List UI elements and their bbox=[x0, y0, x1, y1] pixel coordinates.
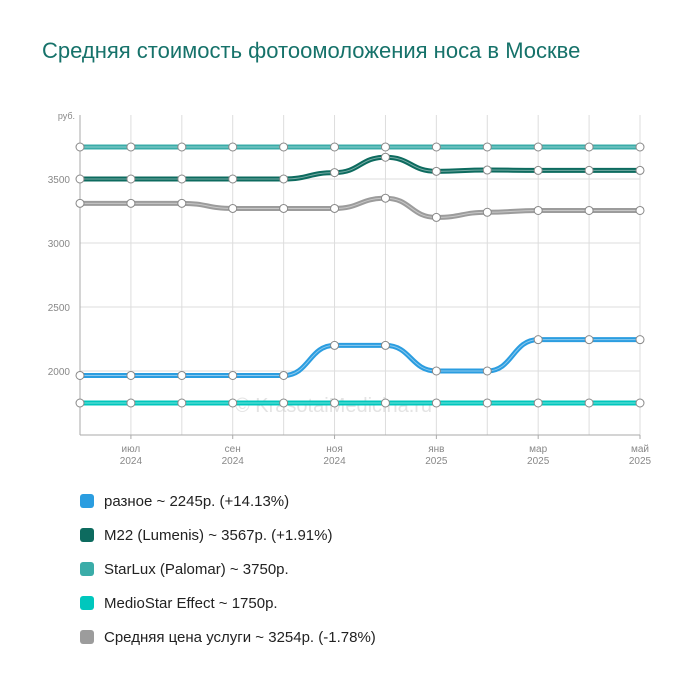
series-3-line-highlight bbox=[80, 339, 640, 376]
series-2-point bbox=[431, 212, 441, 222]
series-3-point bbox=[228, 370, 238, 380]
series-4-point bbox=[279, 398, 289, 408]
series-3-point bbox=[126, 370, 136, 380]
series-2-line bbox=[77, 195, 643, 220]
series-4-point bbox=[380, 398, 390, 408]
series-1-point bbox=[431, 166, 441, 176]
chart-title: Средняя стоимость фотоомоложения носа в … bbox=[42, 38, 581, 63]
y-tick-label: 2500 bbox=[48, 303, 71, 314]
series-1-point bbox=[533, 165, 543, 175]
series-0-point bbox=[635, 142, 645, 152]
x-tick-label-year: 2025 bbox=[629, 456, 652, 467]
series-3-point bbox=[330, 340, 340, 350]
legend-item-average[interactable]: Средняя цена услуги ~ 3254р. (-1.78%) bbox=[80, 620, 376, 654]
series-0-point bbox=[380, 142, 390, 152]
x-tick-label-month: июл bbox=[122, 444, 141, 455]
x-tick-label-month: май bbox=[631, 444, 649, 455]
series-0-point bbox=[126, 142, 136, 152]
series-3-point bbox=[75, 370, 85, 380]
series-1-point bbox=[584, 165, 594, 175]
series-3-point bbox=[431, 366, 441, 376]
y-tick-label: 2000 bbox=[48, 367, 71, 378]
series-4-point bbox=[635, 398, 645, 408]
series-4-point bbox=[482, 398, 492, 408]
legend-item-mediostar[interactable]: MedioStar Effect ~ 1750р. bbox=[80, 586, 376, 620]
series-2-point bbox=[635, 205, 645, 215]
series-0-point bbox=[584, 142, 594, 152]
x-tick-label-month: сен bbox=[225, 444, 241, 455]
series-4-point bbox=[228, 398, 238, 408]
legend-swatch bbox=[80, 494, 94, 508]
x-tick-label-year: 2025 bbox=[527, 456, 550, 467]
series-1-point bbox=[126, 174, 136, 184]
series-3-point bbox=[533, 335, 543, 345]
series-1-point bbox=[635, 165, 645, 175]
x-tick-label-year: 2024 bbox=[323, 456, 346, 467]
series-4-point bbox=[177, 398, 187, 408]
series-1-point bbox=[330, 168, 340, 178]
x-tick-label-month: янв bbox=[428, 444, 444, 455]
line-chart: 2000250030003500руб.июл2024сен2024ноя202… bbox=[48, 111, 652, 467]
series-1-line bbox=[77, 154, 643, 182]
legend: разное ~ 2245р. (+14.13%) M22 (Lumenis) … bbox=[80, 484, 376, 654]
series-4-point bbox=[584, 398, 594, 408]
series-3-point bbox=[482, 366, 492, 376]
legend-label: Средняя цена услуги ~ 3254р. (-1.78%) bbox=[104, 628, 376, 646]
series-1-point bbox=[75, 174, 85, 184]
y-tick-label: 3000 bbox=[48, 239, 71, 250]
legend-swatch bbox=[80, 562, 94, 576]
series-4-point bbox=[126, 398, 136, 408]
series-3-point bbox=[380, 340, 390, 350]
series-0-point bbox=[279, 142, 289, 152]
legend-label: M22 (Lumenis) ~ 3567р. (+1.91%) bbox=[104, 526, 333, 544]
x-tick-label-month: мар bbox=[529, 444, 547, 455]
legend-label: разное ~ 2245р. (+14.13%) bbox=[104, 492, 290, 510]
series-0-point bbox=[482, 142, 492, 152]
legend-item-starlux[interactable]: StarLux (Palomar) ~ 3750р. bbox=[80, 552, 376, 586]
series-1-point bbox=[482, 165, 492, 175]
legend-item-raznoe[interactable]: разное ~ 2245р. (+14.13%) bbox=[80, 484, 376, 518]
series-2-point bbox=[126, 198, 136, 208]
series-1-point bbox=[228, 174, 238, 184]
series-2-point bbox=[228, 203, 238, 213]
legend-swatch bbox=[80, 528, 94, 542]
series-0-point bbox=[75, 142, 85, 152]
series-2-point bbox=[177, 198, 187, 208]
series-2-point bbox=[330, 203, 340, 213]
series-2-point bbox=[75, 198, 85, 208]
series-0-point bbox=[431, 142, 441, 152]
legend-swatch bbox=[80, 596, 94, 610]
series-4-point bbox=[431, 398, 441, 408]
series-2-point bbox=[584, 205, 594, 215]
series-3-point bbox=[584, 335, 594, 345]
series-1-point bbox=[279, 174, 289, 184]
x-tick-label-year: 2024 bbox=[120, 456, 143, 467]
x-tick-label-year: 2025 bbox=[425, 456, 448, 467]
legend-swatch bbox=[80, 630, 94, 644]
series-0-point bbox=[330, 142, 340, 152]
legend-label: StarLux (Palomar) ~ 3750р. bbox=[104, 560, 289, 578]
series-0-point bbox=[177, 142, 187, 152]
series-4-point bbox=[533, 398, 543, 408]
series-3-point bbox=[177, 370, 187, 380]
x-tick-label-month: ноя bbox=[326, 444, 343, 455]
series-4-point bbox=[75, 398, 85, 408]
series-0-point bbox=[533, 142, 543, 152]
legend-label: MedioStar Effect ~ 1750р. bbox=[104, 594, 278, 612]
x-tick-label-year: 2024 bbox=[222, 456, 245, 467]
series-1-point bbox=[177, 174, 187, 184]
series-4-point bbox=[330, 398, 340, 408]
series-2-point bbox=[380, 193, 390, 203]
y-unit-label: руб. bbox=[58, 111, 75, 121]
series-1-point bbox=[380, 152, 390, 162]
y-tick-label: 3500 bbox=[48, 175, 71, 186]
legend-item-m22[interactable]: M22 (Lumenis) ~ 3567р. (+1.91%) bbox=[80, 518, 376, 552]
series-2-point bbox=[533, 205, 543, 215]
series-3-point bbox=[635, 335, 645, 345]
series-2-point bbox=[482, 207, 492, 217]
series-0-point bbox=[228, 142, 238, 152]
series-3-point bbox=[279, 370, 289, 380]
series-2-point bbox=[279, 203, 289, 213]
